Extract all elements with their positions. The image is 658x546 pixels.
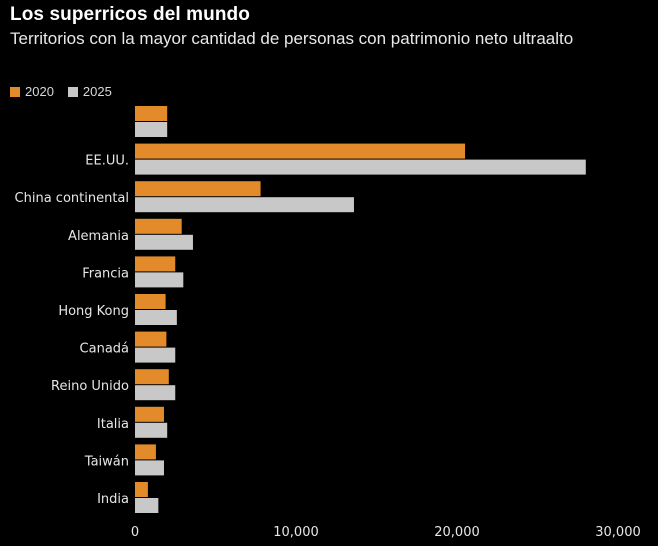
bar-2020-8	[135, 406, 164, 422]
legend-label-2025: 2025	[82, 84, 112, 99]
bar-2025-0	[135, 122, 168, 137]
bar-2025-6	[135, 347, 176, 363]
bar-2025-9	[135, 460, 164, 476]
legend-swatch-2025	[67, 86, 78, 97]
bar-2020-7	[135, 369, 169, 385]
legend-swatch-2020	[10, 86, 20, 97]
x-tick-label: 10,000	[273, 525, 319, 540]
x-tick-label: 20,000	[434, 525, 480, 540]
bar-2020-0	[135, 106, 168, 121]
legend-item-2020: 2020	[10, 84, 54, 99]
bar-2025-8	[135, 422, 168, 438]
chart-title: Los superricos del mundo	[10, 4, 250, 25]
category-label: Francia	[82, 266, 129, 281]
bar-2020-2	[135, 181, 261, 197]
category-label: China continental	[15, 191, 129, 206]
legend-label-2020: 2020	[25, 84, 54, 99]
x-tick-label: 30,000	[595, 525, 641, 540]
category-label: Italia	[97, 417, 129, 432]
bar-2020-1	[135, 143, 466, 159]
bar-2025-10	[135, 498, 159, 513]
bar-2025-7	[135, 385, 176, 401]
legend: 2020 2025	[10, 84, 126, 99]
bar-2025-3	[135, 234, 193, 250]
category-label: Reino Unido	[51, 379, 129, 394]
category-label: Taiwán	[84, 454, 129, 469]
bar-2020-6	[135, 331, 167, 347]
x-tick-label: 0	[131, 525, 139, 540]
legend-item-2025: 2025	[67, 84, 112, 99]
category-label: India	[97, 492, 129, 507]
bar-2020-9	[135, 444, 156, 460]
bar-2025-5	[135, 310, 177, 325]
category-label: Hong Kong	[58, 304, 129, 319]
bar-2025-1	[135, 159, 586, 175]
category-label: Canadá	[80, 342, 129, 357]
bar-2020-3	[135, 218, 182, 234]
bar-2020-10	[135, 482, 148, 497]
category-label: Alemania	[68, 229, 129, 244]
bar-2020-4	[135, 256, 176, 272]
chart-subtitle: Territorios con la mayor cantidad de per…	[10, 29, 574, 48]
bar-2025-2	[135, 197, 354, 213]
category-label: EE.UU.	[85, 154, 129, 169]
bar-2025-4	[135, 272, 184, 288]
bar-2020-5	[135, 294, 166, 309]
